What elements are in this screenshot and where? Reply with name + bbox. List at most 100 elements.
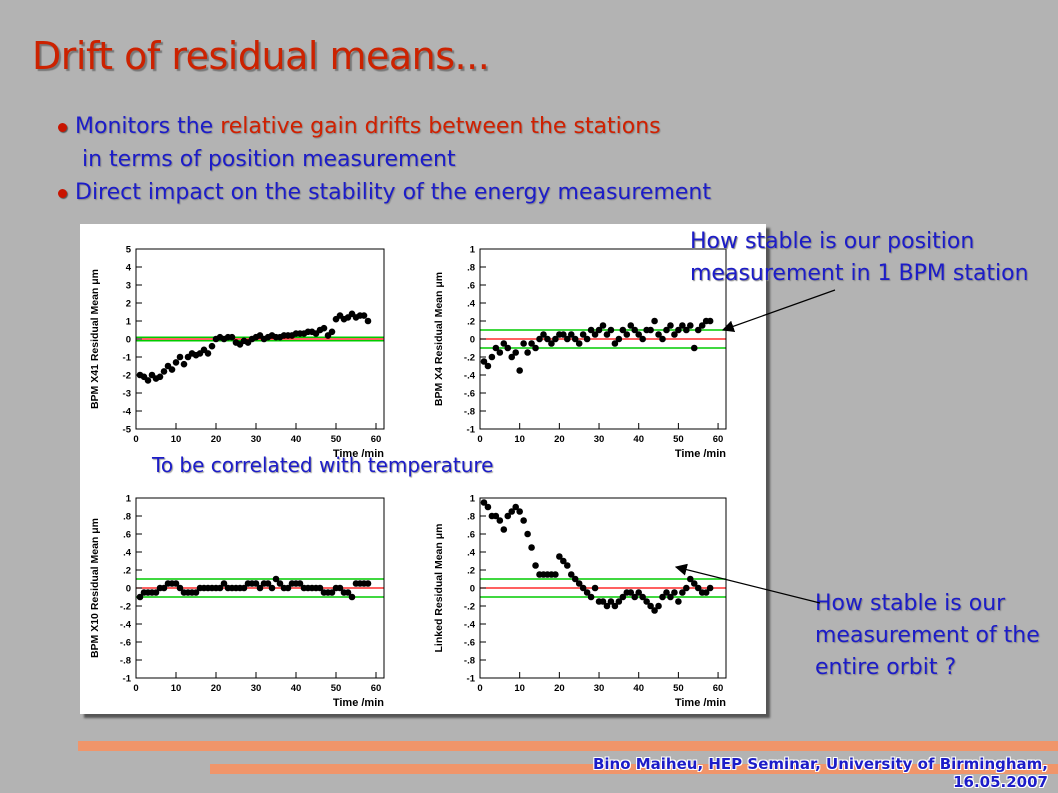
data-point: [256, 584, 264, 592]
x-tick-label: 60: [371, 434, 382, 445]
data-point: [675, 326, 682, 334]
y-tick-label: -.8: [464, 407, 475, 418]
data-point: [344, 589, 352, 596]
data-point: [500, 526, 508, 533]
bullet-text: in terms of position measurement: [82, 147, 456, 172]
data-point: [172, 580, 180, 587]
arrow-top: [721, 289, 836, 333]
data-point: [152, 589, 160, 596]
data-point: [552, 571, 559, 578]
y-tick-label: 1: [126, 494, 132, 505]
annotation-line: entire orbit ?: [815, 655, 957, 680]
data-point: [639, 335, 646, 343]
data-point: [567, 571, 575, 578]
x-tick-label: 20: [554, 683, 565, 694]
data-point: [516, 367, 523, 374]
data-point: [663, 589, 670, 596]
x-tick-label: 50: [331, 683, 342, 694]
data-point: [706, 317, 714, 325]
data-point: [583, 335, 591, 343]
data-point: [500, 340, 508, 347]
data-point: [504, 344, 512, 352]
data-point: [615, 598, 623, 605]
data-point: [136, 593, 144, 601]
y-tick-label: .4: [123, 548, 132, 559]
y-tick-label: .2: [123, 566, 131, 577]
data-point: [591, 331, 599, 338]
bullet-dot-icon: [58, 188, 67, 198]
data-point: [516, 508, 523, 515]
data-point: [216, 584, 224, 592]
y-tick-label: 3: [126, 281, 131, 292]
data-point: [698, 322, 706, 329]
x-axis-label: Time /min: [333, 697, 384, 709]
data-point: [607, 598, 615, 605]
data-point: [524, 530, 531, 538]
annotation-bottom: How stable is our measurement of the ent…: [815, 588, 1040, 684]
data-point: [659, 593, 666, 601]
bullet-text: Monitors the: [75, 114, 221, 139]
y-tick-label: -1: [467, 425, 476, 436]
y-tick-label: .2: [467, 317, 475, 328]
data-point: [364, 580, 372, 587]
footer-accent-bar: [210, 764, 1058, 774]
data-point: [316, 584, 324, 592]
data-point: [328, 589, 336, 596]
x-tick-label: 30: [594, 683, 605, 694]
arrow-bottom: [674, 563, 821, 604]
y-tick-label: 0: [126, 335, 131, 346]
x-tick-label: 60: [713, 434, 724, 445]
data-point: [480, 499, 488, 506]
data-point: [512, 349, 520, 356]
data-point: [528, 544, 535, 551]
data-point: [683, 584, 690, 592]
y-tick-label: -1: [123, 353, 132, 364]
x-tick-label: 10: [171, 434, 182, 445]
annotation-line: measurement of the: [815, 623, 1040, 648]
data-point: [635, 589, 643, 596]
data-point: [587, 326, 595, 334]
x-axis-label: Time /min: [675, 448, 726, 460]
data-point: [567, 331, 575, 338]
data-point: [686, 322, 694, 329]
data-point: [667, 322, 674, 329]
x-tick-label: 20: [211, 683, 222, 694]
data-point: [364, 317, 372, 325]
x-tick-label: 0: [477, 434, 482, 445]
data-point: [156, 373, 164, 381]
data-point: [611, 340, 619, 347]
data-point: [296, 580, 304, 587]
y-tick-label: 1: [470, 494, 476, 505]
x-axis-label: Time /min: [675, 697, 726, 709]
y-tick-label: -.4: [464, 371, 476, 382]
y-tick-label: -.2: [464, 602, 475, 613]
data-point: [488, 353, 496, 361]
data-point: [496, 517, 504, 524]
data-point: [180, 360, 188, 368]
y-tick-label: -5: [123, 425, 132, 436]
data-point: [492, 512, 500, 520]
data-point: [571, 335, 579, 343]
data-point: [655, 331, 662, 338]
data-point: [611, 602, 619, 610]
x-tick-label: 10: [514, 434, 525, 445]
data-point: [512, 503, 520, 511]
data-point: [686, 575, 694, 583]
data-point: [571, 575, 579, 583]
y-tick-label: -.6: [464, 638, 475, 649]
bullet-dot-icon: [58, 122, 67, 132]
x-tick-label: 40: [291, 434, 302, 445]
bullet-text: Direct impact on the stability of the en…: [75, 180, 712, 205]
y-axis-label: BPM X10 Residual Mean μm: [89, 518, 101, 658]
y-tick-label: .4: [467, 299, 476, 310]
data-point: [659, 335, 666, 343]
data-point: [360, 312, 368, 319]
data-point: [563, 335, 571, 343]
data-point: [615, 335, 623, 343]
data-point: [671, 331, 678, 338]
data-point: [268, 584, 276, 592]
x-tick-label: 50: [331, 434, 342, 445]
data-point: [160, 584, 168, 592]
y-tick-label: -.8: [120, 656, 131, 667]
